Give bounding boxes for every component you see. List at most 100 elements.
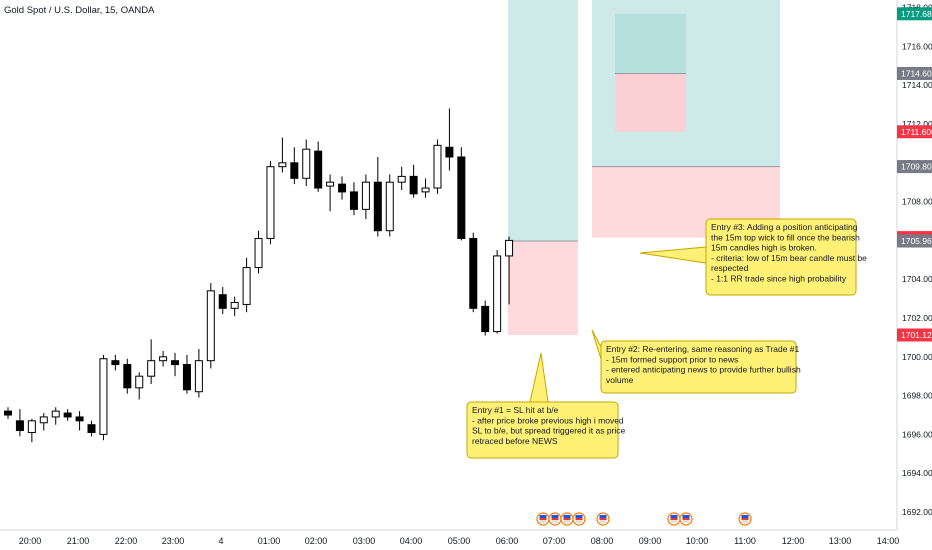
x-tick-label: 12:00: [782, 536, 805, 546]
flag-stripe-white: [563, 520, 571, 523]
candle-body: [206, 290, 215, 362]
y-tick-label: 1700.000: [902, 352, 932, 362]
stop-zone: [508, 241, 578, 335]
candle-body: [4, 410, 12, 416]
candle-body: [135, 375, 144, 389]
y-tick-label: 1712.000: [902, 119, 932, 129]
flag-stripe-blue: [539, 515, 547, 518]
x-tick-label: 23:00: [162, 536, 185, 546]
note-line: SL to b/e, but spread triggered it as pr…: [472, 426, 626, 436]
note-line: - criteria: low of 15m bear candle must …: [711, 253, 867, 263]
note-box: [466, 401, 619, 459]
y-tick-label: 1692.000: [902, 507, 932, 517]
candle-body: [421, 187, 430, 193]
candle-body: [493, 255, 502, 333]
y-tick-label: 1696.000: [902, 429, 932, 439]
candle-body: [266, 166, 275, 239]
event-flag-icon: [679, 512, 693, 526]
candle-body: [194, 360, 203, 393]
event-flag-icon: [560, 512, 574, 526]
flag-stripe-white: [599, 520, 607, 523]
x-tick-label: 04:00: [400, 536, 423, 546]
flag-stripe-blue: [670, 515, 678, 518]
candle-body: [469, 237, 478, 309]
candle-body: [230, 301, 239, 309]
note-line: respected: [711, 263, 749, 273]
flag-stripe-red: [539, 518, 547, 520]
flag-stripe-blue: [741, 515, 749, 518]
candle-body: [290, 162, 299, 179]
candle-body: [361, 181, 370, 210]
x-tick-label: 10:00: [686, 536, 709, 546]
candle-body: [385, 181, 394, 232]
event-flag-icon: [596, 512, 610, 526]
price-tag: [897, 234, 932, 248]
x-tick-label: 22:00: [115, 536, 138, 546]
candle-body: [123, 364, 132, 389]
note-box: [705, 218, 857, 296]
candle-body: [147, 360, 156, 377]
flag-stripe-blue: [599, 515, 607, 518]
candle-body: [87, 424, 96, 433]
flag-stripe-blue: [563, 515, 571, 518]
note-line: Entry #2: Re-entering, same reasoning as…: [606, 344, 800, 354]
flag-stripe-white: [682, 520, 690, 523]
candle-body: [397, 175, 406, 183]
candle-body: [349, 191, 358, 210]
event-flag-icon: [548, 512, 562, 526]
flag-stripe-white: [741, 520, 749, 523]
x-tick-label: 07:00: [543, 536, 566, 546]
x-tick-label: 03:00: [353, 536, 376, 546]
x-tick-label: 05:00: [448, 536, 471, 546]
candle-body: [457, 156, 466, 239]
x-tick-label: 06:00: [496, 536, 519, 546]
annotation-note: Entry #1 = SL hit at b/e- after price br…: [466, 352, 626, 459]
annotations: Entry #1 = SL hit at b/e- after price br…: [466, 218, 867, 459]
note-box: [600, 340, 797, 394]
flag-stripe-white: [551, 520, 559, 523]
flag-stripe-red: [575, 518, 583, 520]
candle-body: [445, 146, 454, 158]
y-tick-label: 1698.000: [902, 391, 932, 401]
price-tag-label: 1701.125: [901, 330, 932, 340]
x-tick-label: 09:00: [639, 536, 662, 546]
flag-stripe-red: [682, 518, 690, 520]
flag-stripe-white: [575, 520, 583, 523]
x-tick-label: 02:00: [305, 536, 328, 546]
note-line: volume: [606, 375, 634, 385]
flag-stripe-red: [599, 518, 607, 520]
flag-stripe-blue: [551, 515, 559, 518]
position-zones: [508, 0, 780, 335]
x-tick-label: 08:00: [591, 536, 614, 546]
y-tick-label: 1702.000: [902, 313, 932, 323]
note-line: - 15m formed support prior to news: [606, 354, 738, 364]
candle-body: [63, 412, 72, 418]
price-tag-label: 1714.604: [901, 68, 932, 78]
x-tick-label: 11:00: [734, 536, 756, 546]
x-tick-label: 01:00: [258, 536, 281, 546]
candle-body: [51, 410, 60, 418]
flag-stripe-blue: [682, 515, 690, 518]
flag-stripe-white: [539, 520, 547, 523]
candle-body: [218, 294, 227, 309]
candle-body: [242, 267, 251, 305]
price-tag: [897, 328, 932, 342]
note-line: Entry #3: Adding a position anticipating: [711, 222, 858, 232]
note-line: 15m candles high is broken.: [711, 243, 817, 253]
candle-body: [15, 420, 24, 432]
stop-zone: [615, 73, 686, 132]
flag-stripe-blue: [575, 515, 583, 518]
x-tick-label: 14:00: [877, 536, 900, 546]
price-tag-label: 1711.600: [901, 127, 932, 137]
price-tag-label: 1705.968: [901, 236, 932, 246]
note-pointer: [639, 246, 707, 264]
candle-body: [99, 358, 108, 435]
annotation-note: Entry #3: Adding a position anticipating…: [639, 218, 867, 296]
candle-body: [39, 416, 48, 424]
economic-events: [536, 512, 752, 526]
candle-body: [338, 183, 347, 193]
x-tick-label: 4: [218, 536, 223, 546]
note-line: - 1:1 RR trade since high probability: [711, 274, 847, 284]
note-line: Entry #1 = SL hit at b/e: [472, 405, 559, 415]
